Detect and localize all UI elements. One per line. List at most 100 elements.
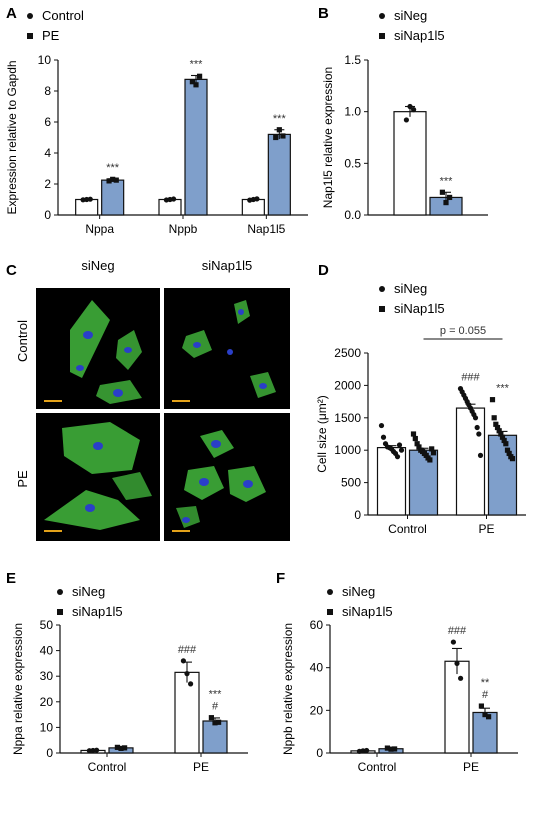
data-point xyxy=(414,441,420,447)
comparison-label: p = 0.055 xyxy=(440,325,486,337)
data-point xyxy=(474,424,480,431)
data-point xyxy=(114,744,120,750)
y-tick-label: 1.0 xyxy=(344,105,361,119)
data-point xyxy=(87,196,93,202)
micrograph-control-sinap1l5 xyxy=(164,288,290,409)
y-tick-label: 500 xyxy=(341,476,361,490)
legend-label: siNap1l5 xyxy=(342,604,393,619)
data-point xyxy=(388,746,394,752)
y-axis-label: Cell size (μm²) xyxy=(315,395,329,473)
significance-label: *** xyxy=(273,113,287,125)
data-point xyxy=(276,127,282,133)
panel-letter-d: D xyxy=(318,262,329,279)
data-point xyxy=(499,434,506,440)
data-point xyxy=(498,431,504,437)
y-tick-label: 20 xyxy=(310,703,324,717)
data-point xyxy=(443,200,449,206)
legend-label: siNap1l5 xyxy=(394,28,445,43)
significance-label: ### xyxy=(448,625,467,637)
data-point xyxy=(254,196,260,202)
data-point xyxy=(384,745,390,751)
x-tick-label: Nppa xyxy=(85,222,114,236)
data-point xyxy=(494,424,501,431)
x-tick-label: PE xyxy=(193,760,209,774)
data-point xyxy=(410,431,417,437)
legend-marker xyxy=(327,609,333,615)
panel-letter-f: F xyxy=(276,570,285,587)
y-tick-label: 0.5 xyxy=(344,156,361,170)
data-point xyxy=(503,441,509,447)
scale-bar xyxy=(44,530,62,532)
data-point xyxy=(427,457,433,463)
legend-marker xyxy=(379,13,385,19)
chart-e: 0 10 20 30 40 50 Nppa relative expression Contr… xyxy=(11,584,248,774)
panel-letter-a: A xyxy=(6,5,17,22)
scale-bar xyxy=(172,530,190,532)
chart-b: 0.0 0.5 1.0 1.5 Nap1l5 relative expression **… xyxy=(321,8,488,222)
micrograph-row-label-pe: PE xyxy=(15,470,30,488)
y-tick-label: 4 xyxy=(44,146,51,160)
significance-label: *** xyxy=(209,689,223,701)
y-tick-label: 2 xyxy=(44,177,51,191)
significance-label: ** xyxy=(481,677,490,689)
data-point xyxy=(454,660,460,667)
data-point xyxy=(509,456,516,462)
bar xyxy=(408,449,439,516)
x-tick-label: PE xyxy=(478,522,494,536)
bar xyxy=(455,407,486,516)
y-tick-label: 6 xyxy=(44,115,51,129)
legend-label: siNap1l5 xyxy=(72,604,123,619)
y-axis-label: Nap1l5 relative expression xyxy=(321,67,335,208)
data-point xyxy=(411,107,417,113)
micrograph-col-label-sinap1l5: siNap1l5 xyxy=(202,258,253,273)
data-point xyxy=(380,434,387,440)
micrograph-pe-sineg xyxy=(36,413,160,541)
significance-label: *** xyxy=(106,162,120,174)
y-tick-label: 10 xyxy=(38,53,52,67)
data-point xyxy=(113,177,119,183)
data-point xyxy=(482,712,488,718)
data-point xyxy=(208,715,214,721)
legend-label: Control xyxy=(42,8,84,23)
x-tick-label: Nap1l5 xyxy=(247,222,285,236)
legend-marker xyxy=(27,33,33,39)
significance-label: ### xyxy=(178,644,197,656)
bar xyxy=(472,711,498,754)
significance-label: # xyxy=(482,689,489,701)
bar xyxy=(184,78,208,216)
legend-label: siNeg xyxy=(342,584,375,599)
y-tick-label: 1.5 xyxy=(344,53,361,67)
data-point xyxy=(188,681,194,687)
data-point xyxy=(273,134,279,141)
significance-label: *** xyxy=(440,175,454,187)
significance-label: *** xyxy=(190,59,204,71)
data-point xyxy=(476,431,482,437)
chart-d: 0 500 1000 1500 2000 2500 Cell size (μm²) Contr… xyxy=(315,281,526,536)
data-point xyxy=(489,397,496,403)
legend-marker xyxy=(27,13,33,19)
panel-letter-b: B xyxy=(318,5,329,22)
y-tick-label: 0.0 xyxy=(344,208,361,222)
data-point xyxy=(506,450,512,457)
data-point xyxy=(364,747,370,754)
x-tick-label: PE xyxy=(463,760,479,774)
legend-marker xyxy=(379,306,385,312)
data-point xyxy=(416,444,422,450)
legend-label: siNap1l5 xyxy=(394,301,445,316)
data-point xyxy=(439,189,445,195)
legend-label: siNeg xyxy=(394,8,427,23)
legend-marker xyxy=(57,609,63,615)
bar xyxy=(487,434,518,516)
data-point xyxy=(477,452,484,458)
data-point xyxy=(403,117,409,123)
data-point xyxy=(118,745,124,751)
x-tick-label: Control xyxy=(88,760,127,774)
y-tick-label: 20 xyxy=(40,695,54,709)
y-tick-label: 40 xyxy=(310,661,324,675)
data-point xyxy=(458,675,464,681)
bar xyxy=(393,111,427,216)
data-point xyxy=(491,415,497,421)
micrograph-control-sineg xyxy=(36,288,160,409)
data-point xyxy=(472,415,479,421)
data-point xyxy=(504,447,511,453)
